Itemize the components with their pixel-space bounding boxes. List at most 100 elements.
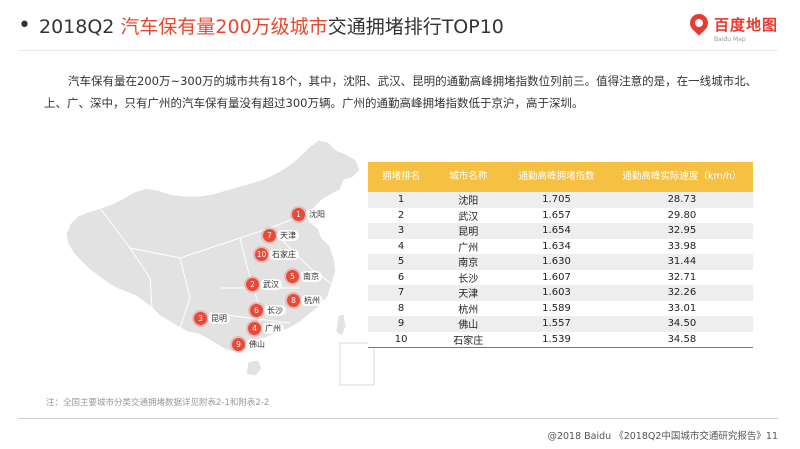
map-pin-icon	[686, 10, 712, 40]
table-row: 1 沈阳 1.705 28.73	[368, 192, 753, 208]
cell-rank: 4	[368, 238, 435, 254]
marker-rank: 8	[287, 294, 300, 307]
cell-rank: 7	[368, 285, 435, 301]
header-actual-speed: 通勤高峰实际速度（km/h）	[610, 162, 753, 192]
cell-index: 1.705	[502, 192, 611, 208]
cell-rank: 8	[368, 300, 435, 316]
table-header-row: 拥堵排名 城市名称 通勤高峰拥堵指数 通勤高峰实际速度（km/h）	[368, 162, 753, 192]
cell-index: 1.603	[502, 285, 611, 301]
table-row: 6 长沙 1.607 32.71	[368, 269, 753, 285]
marker-rank: 5	[286, 270, 299, 283]
cell-city: 石家庄	[434, 331, 503, 348]
marker-city: 长沙	[264, 305, 286, 316]
cell-city: 杭州	[434, 300, 503, 316]
logo-name: 百度地图	[713, 16, 778, 34]
marker-rank: 6	[250, 304, 263, 317]
cell-city: 天津	[434, 285, 503, 301]
header-rank: 拥堵排名	[368, 162, 435, 192]
cell-speed: 33.01	[610, 300, 753, 316]
table-row: 10 石家庄 1.539 34.58	[368, 331, 753, 348]
cell-speed: 28.73	[610, 192, 753, 208]
data-footnote: 注：全国主要城市分类交通拥堵数据详见附表2-1和附表2-2	[46, 398, 270, 408]
cell-index: 1.589	[502, 300, 611, 316]
marker-city: 佛山	[246, 339, 268, 350]
table-row: 3 昆明 1.654 32.95	[368, 223, 753, 239]
marker-rank: 10	[255, 248, 268, 261]
cell-speed: 32.71	[610, 269, 753, 285]
cell-speed: 31.44	[610, 254, 753, 270]
baidu-map-logo: 百度地图 Baidu Map	[686, 10, 778, 43]
marker-city: 南京	[300, 271, 322, 282]
map-marker-shenyang: 1 沈阳	[292, 208, 328, 221]
marker-city: 昆明	[208, 313, 230, 324]
congestion-ranking-table: 拥堵排名 城市名称 通勤高峰拥堵指数 通勤高峰实际速度（km/h） 1 沈阳 1…	[368, 162, 753, 348]
cell-city: 广州	[434, 238, 503, 254]
cell-rank: 1	[368, 192, 435, 208]
cell-index: 1.557	[502, 316, 611, 332]
map-marker-foshan: 9 佛山	[232, 338, 268, 351]
title-suffix: 交通拥堵排行TOP10	[327, 16, 504, 38]
marker-city: 沈阳	[306, 209, 328, 220]
table-row: 8 杭州 1.589 33.01	[368, 300, 753, 316]
intro-paragraph: 汽车保有量在200万~300万的城市共有18个，其中，沈阳、武汉、昆明的通勤高峰…	[44, 74, 758, 110]
taiwan-island	[335, 313, 347, 337]
logo-tagline: Baidu Map	[713, 36, 746, 43]
marker-rank: 7	[263, 229, 276, 242]
title-divider	[18, 50, 778, 51]
map-marker-hangzhou: 8 杭州	[287, 294, 323, 307]
cell-speed: 34.58	[610, 331, 753, 348]
cell-city: 沈阳	[434, 192, 503, 208]
map-marker-kunming: 3 昆明	[194, 312, 230, 325]
cell-index: 1.607	[502, 269, 611, 285]
slide-title: • 2018Q2 汽车保有量200万级城市交通拥堵排行TOP10	[18, 12, 504, 39]
cell-index: 1.657	[502, 207, 611, 223]
cell-rank: 2	[368, 207, 435, 223]
marker-city: 武汉	[260, 279, 282, 290]
cell-index: 1.654	[502, 223, 611, 239]
marker-city: 石家庄	[269, 249, 299, 260]
marker-city: 广州	[262, 323, 284, 334]
cell-index: 1.630	[502, 254, 611, 270]
title-highlight: 汽车保有量200万级城市	[120, 16, 328, 38]
cell-city: 南京	[434, 254, 503, 270]
map-marker-tianjin: 7 天津	[263, 229, 299, 242]
cell-rank: 3	[368, 223, 435, 239]
map-marker-nanjing: 5 南京	[286, 270, 322, 283]
title-prefix: 2018Q2	[38, 16, 121, 38]
cell-city: 武汉	[434, 207, 503, 223]
china-map: 1 沈阳 7 天津 10 石家庄 5 南京 2 武汉 8 杭州 6 长沙 3 昆…	[60, 138, 380, 388]
cell-rank: 9	[368, 316, 435, 332]
marker-rank: 9	[232, 338, 245, 351]
cell-speed: 29.80	[610, 207, 753, 223]
cell-index: 1.539	[502, 331, 611, 348]
hainan-island	[245, 359, 263, 377]
marker-rank: 3	[194, 312, 207, 325]
map-marker-changsha: 6 长沙	[250, 304, 286, 317]
cell-speed: 33.98	[610, 238, 753, 254]
south-sea-inset	[339, 342, 375, 386]
header-congestion-index: 通勤高峰拥堵指数	[502, 162, 611, 192]
header-city: 城市名称	[434, 162, 503, 192]
cell-rank: 10	[368, 331, 435, 348]
table-row: 7 天津 1.603 32.26	[368, 285, 753, 301]
china-map-shape	[65, 139, 375, 386]
title-bullet: •	[18, 13, 31, 38]
map-marker-shijiazhuang: 10 石家庄	[255, 248, 299, 261]
title-text: 2018Q2 汽车保有量200万级城市交通拥堵排行TOP10	[39, 12, 504, 39]
map-marker-guangzhou: 4 广州	[248, 322, 284, 335]
cell-city: 佛山	[434, 316, 503, 332]
cell-speed: 32.26	[610, 285, 753, 301]
marker-rank: 2	[246, 278, 259, 291]
cell-speed: 34.50	[610, 316, 753, 332]
footer-citation: @2018 Baidu 《2018Q2中国城市交通研究报告》11	[547, 431, 778, 442]
marker-city: 杭州	[301, 295, 323, 306]
cell-rank: 5	[368, 254, 435, 270]
table-row: 5 南京 1.630 31.44	[368, 254, 753, 270]
cell-rank: 6	[368, 269, 435, 285]
footer-divider	[18, 418, 778, 419]
cell-city: 昆明	[434, 223, 503, 239]
cell-index: 1.634	[502, 238, 611, 254]
cell-city: 长沙	[434, 269, 503, 285]
table-row: 2 武汉 1.657 29.80	[368, 207, 753, 223]
marker-rank: 4	[248, 322, 261, 335]
